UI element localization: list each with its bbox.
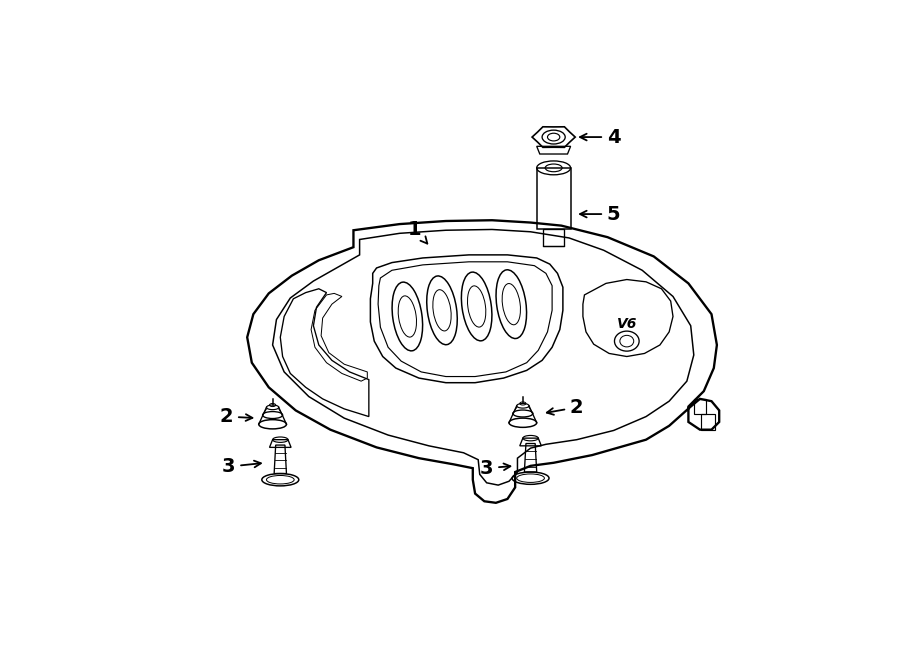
Text: 5: 5	[580, 204, 620, 223]
Text: 2: 2	[547, 398, 583, 417]
Text: 4: 4	[580, 128, 620, 147]
Text: 1: 1	[409, 220, 428, 244]
Text: 3: 3	[480, 459, 510, 478]
Text: 3: 3	[222, 457, 261, 476]
Text: 2: 2	[220, 407, 252, 426]
Text: V6: V6	[616, 317, 637, 331]
